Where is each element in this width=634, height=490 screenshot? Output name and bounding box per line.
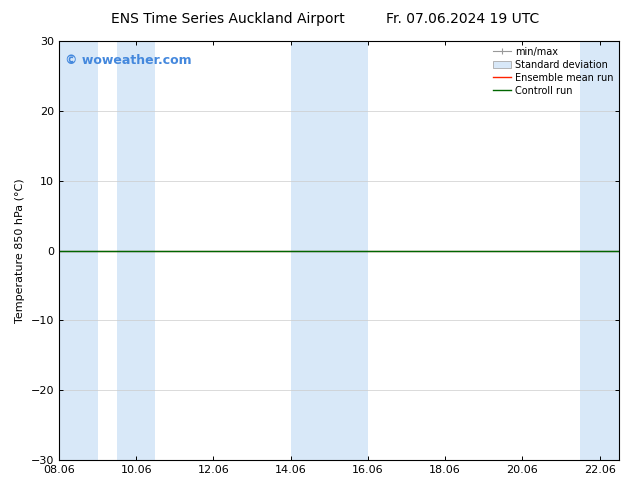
Bar [59, 41, 98, 460]
Text: Fr. 07.06.2024 19 UTC: Fr. 07.06.2024 19 UTC [386, 12, 540, 26]
Bar [117, 41, 155, 460]
Y-axis label: Temperature 850 hPa (°C): Temperature 850 hPa (°C) [15, 178, 25, 323]
Bar [349, 41, 368, 460]
Text: © woweather.com: © woweather.com [65, 53, 191, 67]
Legend: min/max, Standard deviation, Ensemble mean run, Controll run: min/max, Standard deviation, Ensemble me… [489, 43, 617, 99]
Bar [580, 41, 619, 460]
Text: ENS Time Series Auckland Airport: ENS Time Series Auckland Airport [112, 12, 345, 26]
Bar [290, 41, 349, 460]
